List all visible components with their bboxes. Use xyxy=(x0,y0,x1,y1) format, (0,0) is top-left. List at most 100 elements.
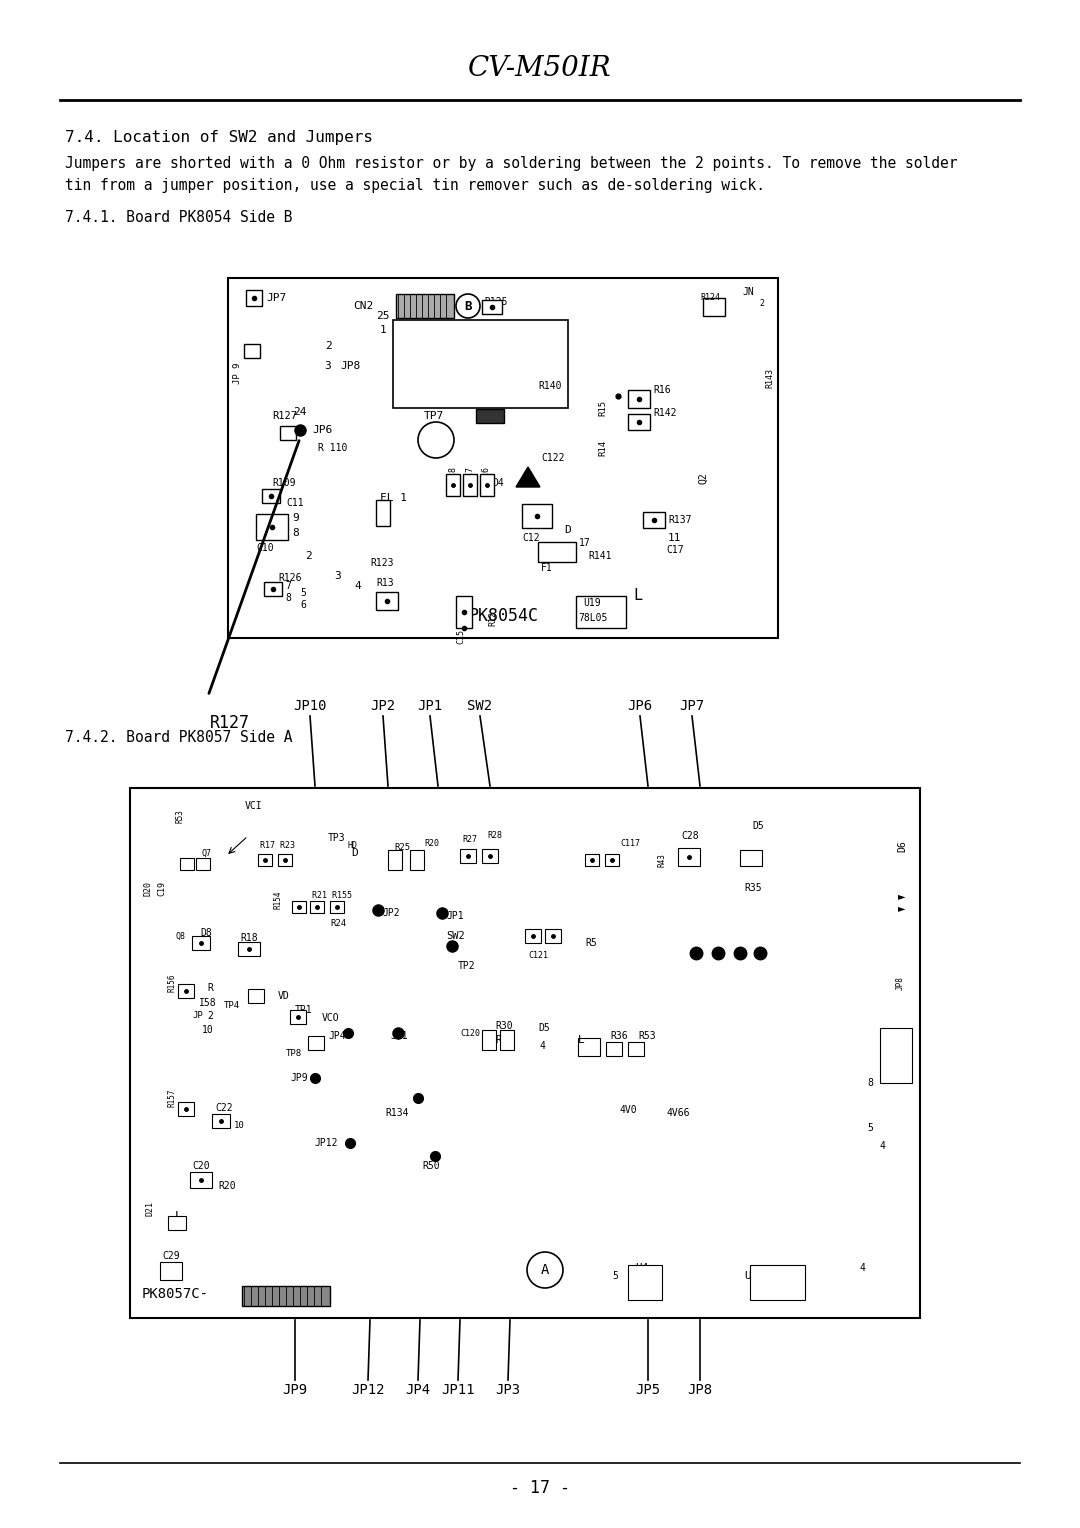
Text: 8: 8 xyxy=(637,1274,643,1285)
Text: 5: 5 xyxy=(867,1123,873,1132)
Text: R134: R134 xyxy=(384,1108,408,1118)
Bar xyxy=(643,512,665,529)
Bar xyxy=(482,1030,496,1050)
Text: JP4: JP4 xyxy=(328,1031,346,1041)
Text: ►: ► xyxy=(899,891,906,902)
Text: U6: U6 xyxy=(744,1271,757,1280)
Text: JP7: JP7 xyxy=(266,293,286,303)
Text: R5: R5 xyxy=(585,938,597,947)
Text: 1: 1 xyxy=(647,1285,653,1296)
Bar xyxy=(388,850,402,869)
Bar xyxy=(130,788,920,1319)
Text: 17: 17 xyxy=(579,538,591,549)
Bar xyxy=(190,1172,212,1187)
Text: A: A xyxy=(541,1264,550,1277)
Text: C117: C117 xyxy=(620,839,640,848)
Text: R54: R54 xyxy=(897,1048,906,1063)
Text: 5: 5 xyxy=(612,1271,618,1280)
Text: 8: 8 xyxy=(867,1077,873,1088)
Circle shape xyxy=(527,1251,563,1288)
Text: 4: 4 xyxy=(539,1041,545,1051)
Bar xyxy=(212,1114,230,1128)
Text: C10: C10 xyxy=(256,542,273,553)
Text: 2: 2 xyxy=(207,1012,213,1021)
Text: R109: R109 xyxy=(272,478,296,487)
Text: FL 1: FL 1 xyxy=(380,494,407,503)
Bar xyxy=(264,582,282,596)
Text: R137: R137 xyxy=(669,515,691,526)
Text: Jumpers are shorted with a 0 Ohm resistor or by a soldering between the 2 points: Jumpers are shorted with a 0 Ohm resisto… xyxy=(65,156,958,171)
Text: 2: 2 xyxy=(325,341,332,351)
Text: VD: VD xyxy=(278,992,289,1001)
Text: TP3: TP3 xyxy=(328,833,346,843)
Bar xyxy=(446,474,460,497)
Text: 2: 2 xyxy=(759,298,765,307)
Text: JN: JN xyxy=(742,287,754,296)
Text: D5: D5 xyxy=(538,1024,550,1033)
Text: R53: R53 xyxy=(638,1031,656,1041)
Text: 7.4.2. Board PK8057 Side A: 7.4.2. Board PK8057 Side A xyxy=(65,730,293,746)
Text: ►: ► xyxy=(899,903,906,914)
Text: D8: D8 xyxy=(200,927,212,938)
Text: 7: 7 xyxy=(285,581,291,591)
Bar xyxy=(545,929,561,943)
Text: HD: HD xyxy=(348,842,357,851)
Bar xyxy=(195,859,210,869)
Text: D20: D20 xyxy=(144,880,152,895)
Bar xyxy=(376,500,390,526)
Text: R53: R53 xyxy=(175,808,185,824)
Text: - 17 -: - 17 - xyxy=(510,1479,570,1497)
Text: R30: R30 xyxy=(495,1021,513,1031)
Text: 24: 24 xyxy=(294,406,307,417)
Text: 9: 9 xyxy=(293,513,299,523)
Text: R154: R154 xyxy=(273,891,283,909)
Text: JP9: JP9 xyxy=(291,1073,308,1083)
Text: 10: 10 xyxy=(202,1025,214,1034)
Text: 4: 4 xyxy=(859,1264,865,1273)
Text: R116: R116 xyxy=(482,466,490,486)
Text: JP1: JP1 xyxy=(418,698,443,714)
Text: R43: R43 xyxy=(658,853,666,866)
Bar xyxy=(244,344,260,358)
Text: tin from a jumper position, use a special tin remover such as de-soldering wick.: tin from a jumper position, use a specia… xyxy=(65,177,765,193)
Text: SW2: SW2 xyxy=(468,698,492,714)
Text: 4: 4 xyxy=(354,581,362,591)
Bar xyxy=(585,854,599,866)
Text: R125: R125 xyxy=(484,296,508,307)
Text: C22: C22 xyxy=(215,1103,232,1112)
Text: C11: C11 xyxy=(286,498,303,507)
Text: R25: R25 xyxy=(394,843,410,853)
Bar xyxy=(228,278,778,639)
Bar xyxy=(178,984,194,998)
Bar xyxy=(463,474,477,497)
Text: Q8: Q8 xyxy=(175,932,185,941)
Text: D21: D21 xyxy=(146,1201,154,1215)
Text: JP6: JP6 xyxy=(312,425,333,435)
Bar xyxy=(262,489,280,503)
Bar xyxy=(280,426,296,440)
Text: C120: C120 xyxy=(460,1028,480,1038)
Text: R20: R20 xyxy=(218,1181,235,1190)
Text: D5: D5 xyxy=(752,821,764,831)
Bar xyxy=(627,414,650,429)
Bar xyxy=(242,1287,330,1306)
Text: Q2: Q2 xyxy=(698,472,708,484)
Text: R: R xyxy=(207,983,213,993)
Bar xyxy=(605,854,619,866)
Circle shape xyxy=(418,422,454,458)
Bar xyxy=(482,850,498,863)
Text: 4V66: 4V66 xyxy=(666,1108,690,1118)
Text: R15: R15 xyxy=(598,400,607,416)
Text: JP12: JP12 xyxy=(351,1383,384,1397)
Bar xyxy=(578,1038,600,1056)
Bar xyxy=(246,290,262,306)
Bar xyxy=(238,941,260,957)
Text: R140: R140 xyxy=(538,380,562,391)
Text: L: L xyxy=(578,1034,584,1045)
Text: 4: 4 xyxy=(879,1141,885,1151)
Text: D: D xyxy=(565,526,571,535)
Text: CV-M50IR: CV-M50IR xyxy=(469,55,611,81)
Bar xyxy=(627,1042,644,1056)
Text: JP11: JP11 xyxy=(442,1383,475,1397)
Text: 11: 11 xyxy=(669,533,681,542)
